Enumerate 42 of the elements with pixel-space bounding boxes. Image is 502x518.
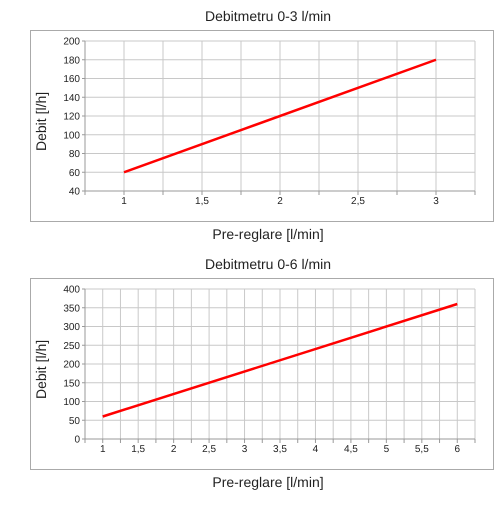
x-tick-label: 4,5: [344, 444, 358, 456]
x-tick-label: 3: [433, 196, 440, 208]
x-tick-label: 1,5: [195, 196, 210, 208]
y-tick-label: 200: [63, 360, 80, 371]
x-tick-label: 2,5: [202, 444, 216, 456]
y-tick-label: 350: [63, 303, 80, 314]
x-axis-title: Pre-reglare [l/min]: [211, 474, 325, 490]
y-tick-label: 300: [63, 322, 80, 334]
x-tick-label: 1,5: [131, 444, 146, 456]
x-tick-label: 5,5: [414, 444, 430, 456]
chart-title: Debitmetru 0-3 l/min: [204, 8, 332, 26]
y-tick-label: 400: [63, 284, 80, 296]
x-tick-label: 1: [100, 444, 106, 456]
x-tick-label: 2: [170, 444, 177, 456]
y-tick-label: 100: [63, 130, 80, 142]
x-tick-label: 5: [384, 444, 390, 456]
y-tick-label: 150: [63, 378, 80, 390]
chart-frame: 1 1,5 2 2,5 3 40 60 80 100 120 140 160 180 200 Debit [l/h]: [30, 30, 494, 222]
x-tick-label: 3,5: [273, 444, 288, 456]
x-tick-label: 2: [277, 196, 284, 208]
y-tick-label: 50: [68, 416, 80, 427]
y-axis-title: Debit [l/h]: [32, 340, 49, 399]
y-tick-label: 200: [63, 36, 80, 48]
x-tick-label: 2,5: [351, 196, 366, 208]
y-tick-label: 120: [63, 112, 80, 123]
x-tick-label: 3: [242, 444, 248, 456]
y-axis-title: Debit [l/h]: [32, 92, 49, 151]
y-tick-label: 160: [63, 74, 80, 86]
y-tick-label: 60: [68, 168, 80, 179]
y-tick-label: 0: [74, 434, 80, 446]
x-tick-label: 6: [454, 444, 460, 456]
y-tick-label: 80: [68, 149, 80, 160]
y-tick-label: 250: [63, 340, 80, 352]
x-axis-title: Pre-reglare [l/min]: [211, 226, 325, 242]
chart-frame: 1 1,5 2 2,5 3 3,5 4 4,5 5 5,5 6 0 50 100 150 200 250 300 350 400 Debit [l/h]: [30, 278, 494, 470]
y-tick-label: 140: [63, 92, 80, 104]
y-tick-label: 180: [63, 55, 80, 66]
chart-title: Debitmetru 0-6 l/min: [204, 256, 332, 274]
y-tick-label: 100: [63, 397, 80, 408]
y-tick-label: 40: [68, 186, 80, 198]
x-tick-label: 1: [121, 196, 128, 208]
x-tick-label: 4: [312, 444, 319, 456]
